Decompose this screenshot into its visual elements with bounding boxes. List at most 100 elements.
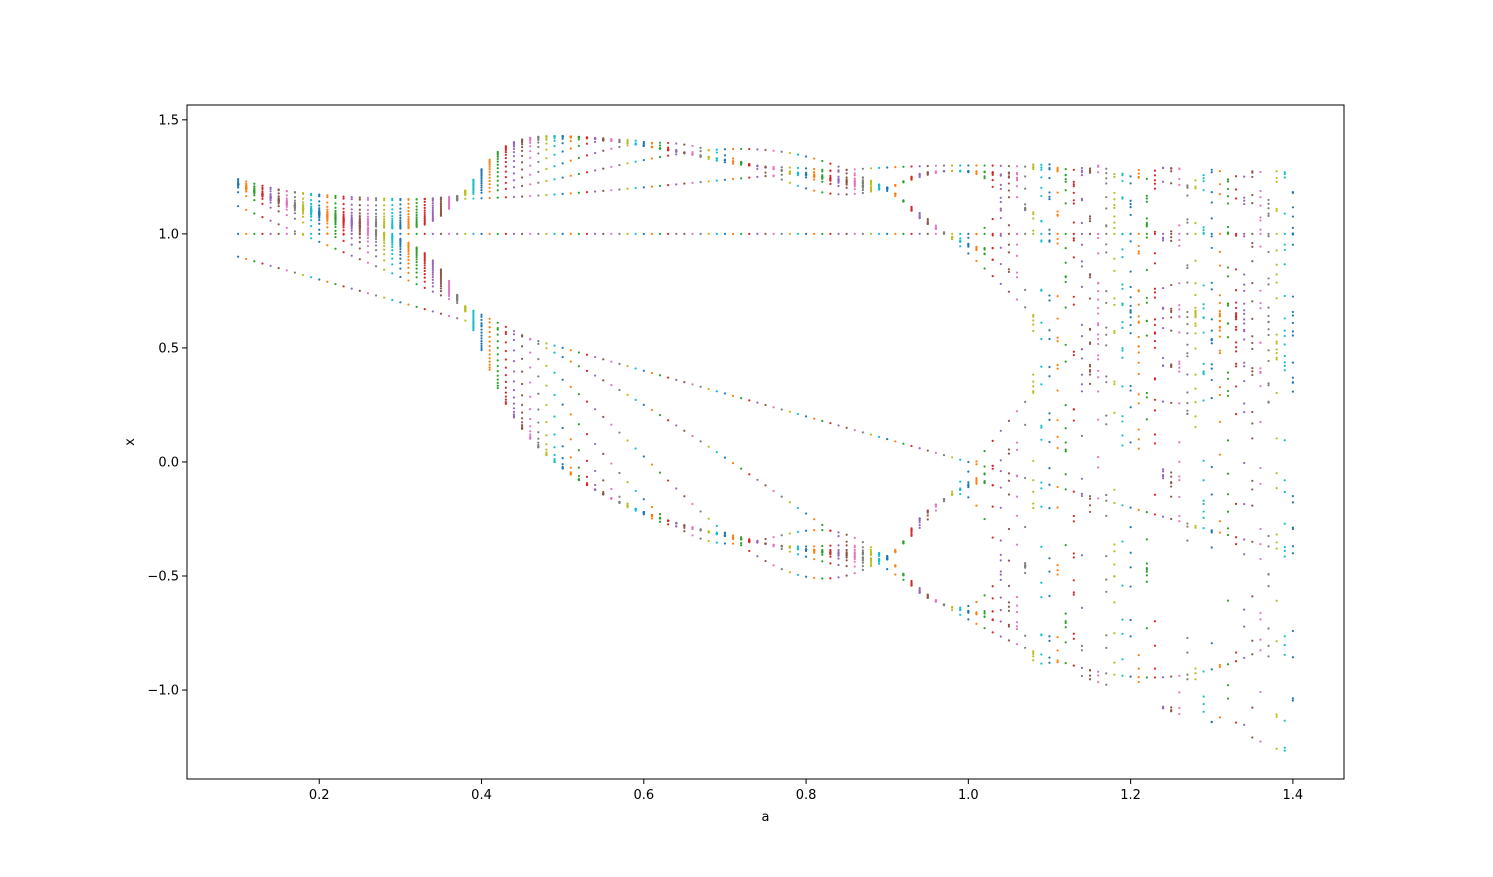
- data-point: [480, 232, 483, 235]
- data-point: [1202, 231, 1205, 234]
- data-point: [1072, 514, 1075, 518]
- data-point: [504, 151, 507, 154]
- data-point: [618, 471, 621, 475]
- data-point: [561, 142, 564, 145]
- data-point: [634, 143, 637, 146]
- data-point: [959, 169, 962, 173]
- data-point: [837, 175, 840, 178]
- data-point: [861, 232, 864, 235]
- data-point: [999, 173, 1002, 176]
- data-point: [1113, 221, 1116, 224]
- data-point: [472, 329, 475, 332]
- data-point: [837, 548, 840, 552]
- data-point: [837, 531, 840, 534]
- data-point: [480, 313, 483, 316]
- data-point: [1145, 225, 1148, 228]
- data-point: [553, 145, 556, 148]
- series-a-0.61: [650, 141, 654, 520]
- series-a-1.03: [991, 164, 994, 634]
- data-point: [1243, 273, 1246, 276]
- data-point: [350, 211, 353, 214]
- data-point: [391, 241, 394, 244]
- data-point: [1178, 304, 1181, 307]
- data-point: [1032, 391, 1035, 394]
- data-point: [383, 248, 386, 251]
- data-point: [1275, 358, 1278, 361]
- data-point: [683, 381, 686, 384]
- data-point: [366, 198, 370, 202]
- data-point: [983, 517, 986, 521]
- data-point: [1275, 437, 1278, 440]
- data-point: [431, 278, 434, 281]
- data-point: [1137, 175, 1140, 179]
- data-point: [804, 173, 808, 176]
- data-point: [318, 212, 321, 215]
- data-point: [537, 342, 540, 345]
- x-tick-label: 1.2: [1120, 788, 1141, 803]
- data-point: [1210, 363, 1213, 366]
- data-point: [610, 232, 613, 235]
- data-point: [1291, 215, 1294, 218]
- data-point: [1137, 345, 1140, 348]
- scatter-points: [237, 135, 1294, 752]
- data-point: [504, 157, 507, 160]
- data-point: [472, 192, 475, 196]
- data-point: [756, 401, 759, 404]
- data-point: [374, 249, 378, 252]
- data-point: [1186, 310, 1189, 314]
- data-point: [1048, 228, 1051, 231]
- data-point: [1251, 232, 1254, 235]
- data-point: [804, 555, 808, 558]
- data-point: [1007, 601, 1011, 604]
- data-point: [602, 358, 605, 361]
- data-point: [594, 137, 597, 140]
- data-point: [951, 164, 954, 167]
- data-point: [748, 176, 751, 179]
- data-point: [1088, 678, 1092, 681]
- data-point: [1226, 394, 1230, 397]
- data-point: [1048, 418, 1051, 421]
- data-point: [1170, 316, 1173, 319]
- data-point: [326, 219, 329, 223]
- data-point: [772, 232, 775, 235]
- data-point: [1072, 632, 1075, 635]
- data-point: [626, 365, 629, 368]
- data-point: [877, 562, 881, 565]
- data-point: [1040, 321, 1043, 324]
- data-point: [796, 506, 800, 510]
- data-point: [1032, 479, 1035, 482]
- data-point: [488, 321, 491, 324]
- data-point: [407, 250, 410, 253]
- data-point: [1251, 241, 1254, 245]
- data-point: [512, 145, 516, 148]
- data-point: [504, 325, 507, 329]
- x-tick-label: 0.2: [309, 788, 330, 803]
- data-point: [1267, 349, 1270, 352]
- data-point: [366, 261, 370, 264]
- data-point: [1234, 660, 1238, 663]
- data-point: [1178, 232, 1181, 235]
- data-point: [1113, 203, 1116, 207]
- data-point: [1161, 317, 1165, 320]
- data-point: [1202, 670, 1205, 673]
- data-point: [415, 271, 418, 274]
- data-point: [886, 438, 889, 441]
- data-point: [301, 215, 305, 218]
- data-point: [439, 196, 443, 199]
- data-point: [999, 620, 1002, 623]
- data-point: [310, 210, 313, 213]
- data-point: [1097, 466, 1100, 469]
- data-point: [529, 156, 532, 159]
- data-point: [780, 173, 783, 176]
- data-point: [431, 271, 434, 274]
- series-a-0.40: [480, 168, 483, 352]
- data-point: [1064, 261, 1067, 264]
- data-point: [1056, 506, 1059, 509]
- data-point: [1251, 347, 1254, 351]
- data-point: [285, 213, 288, 217]
- data-point: [1007, 172, 1011, 175]
- data-point: [675, 525, 678, 528]
- data-point: [391, 252, 394, 256]
- data-point: [602, 167, 605, 170]
- data-point: [967, 232, 970, 235]
